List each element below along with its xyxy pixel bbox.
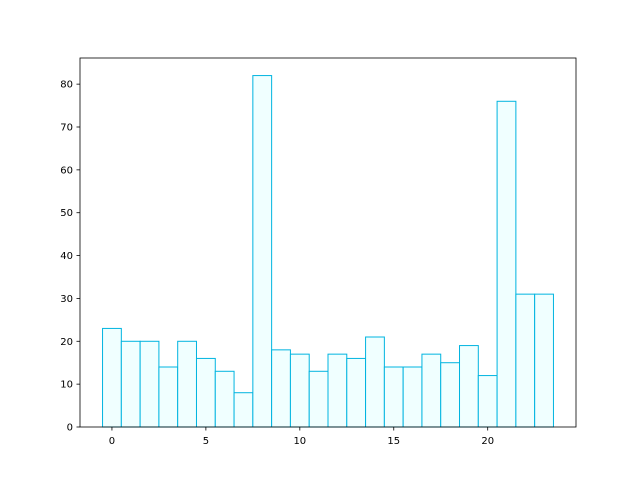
bar: [120, 340, 141, 428]
bar: [440, 362, 461, 428]
y-tick-label: 80: [60, 80, 73, 91]
bar: [214, 370, 235, 428]
bar: [158, 366, 179, 428]
bar: [365, 336, 385, 428]
bar: [327, 353, 348, 428]
bar: [421, 353, 442, 428]
bar: [289, 353, 310, 428]
bar: [534, 293, 554, 428]
bar: [496, 100, 517, 428]
bar: [346, 357, 367, 428]
bar: [477, 375, 498, 428]
bar: [459, 345, 479, 428]
y-tick-label: 50: [60, 208, 73, 219]
x-tick-label: 10: [293, 436, 306, 447]
y-tick-label: 30: [60, 294, 73, 305]
bar: [177, 340, 197, 428]
y-tick-label: 70: [60, 123, 73, 134]
bar: [308, 370, 329, 428]
y-tick-label: 40: [60, 251, 73, 262]
y-tick-label: 0: [67, 423, 73, 434]
x-tick-label: 15: [387, 436, 400, 447]
y-tick-label: 10: [60, 380, 73, 391]
plot-frame: [79, 57, 577, 428]
bar: [515, 293, 536, 428]
bar: [252, 75, 273, 428]
bar: [383, 366, 404, 428]
bar: [139, 340, 160, 428]
x-tick-label: 0: [109, 436, 115, 447]
y-tick-label: 60: [60, 165, 73, 176]
bar: [402, 366, 423, 428]
bar: [233, 392, 254, 428]
bar: [271, 349, 291, 428]
bar: [195, 357, 216, 428]
x-tick-label: 5: [203, 436, 209, 447]
y-tick-label: 20: [60, 337, 73, 348]
x-tick-label: 20: [481, 436, 494, 447]
bar: [102, 327, 122, 428]
